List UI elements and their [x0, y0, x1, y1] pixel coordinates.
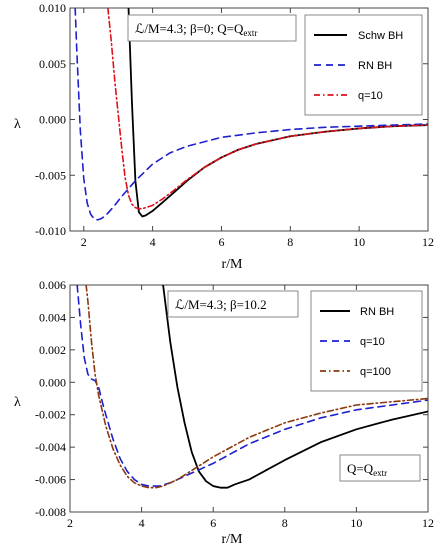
svg-text:ℒ/M=4.3; β=0; Q=Qextr: ℒ/M=4.3; β=0; Q=Qextr	[135, 21, 257, 38]
svg-text:Q=Qextr: Q=Qextr	[347, 461, 387, 478]
top-series-line-2	[74, 8, 428, 221]
top-y-tick-label: 0.000	[39, 113, 66, 127]
bottom-x-tick-label: 2	[67, 516, 73, 530]
top-y-tick-label: 0.010	[39, 1, 66, 15]
bottom-x-tick-label: 6	[210, 516, 216, 530]
legend-label-q10-bottom: q=10	[360, 336, 385, 348]
bottom-y-tick-label: 0.006	[39, 278, 66, 292]
top-y-axis-label: λ	[14, 117, 21, 132]
bottom-y-tick-label: 0.000	[39, 375, 66, 389]
top-series-line-1	[127, 8, 428, 218]
top-annotation: ℒ/M=4.3; β=0; Q=Qextr	[127, 14, 297, 42]
top-y-tick-label: 0.005	[39, 57, 66, 71]
legend-label-q100-bottom: q=100	[360, 366, 391, 378]
bottom-x-tick-label: 4	[139, 516, 145, 530]
top-legend: Schw BH RN BH q=10	[304, 14, 423, 116]
bottom-y-tick-label: 0.002	[39, 343, 66, 357]
top-y-tick-label: -0.005	[35, 168, 66, 182]
bottom-plot-frame	[69, 284, 429, 513]
bottom-y-tick-label: -0.008	[35, 505, 66, 519]
legend-label-rn-bottom: RN BH	[360, 306, 394, 318]
top-x-tick-label: 4	[150, 235, 156, 249]
bottom-series-line-3	[85, 285, 428, 489]
legend-label-rn: RN BH	[358, 60, 392, 72]
bottom-x-axis-label: r/M	[222, 532, 244, 547]
bottom-series-line-1	[162, 285, 428, 489]
legend-label-q10: q=10	[358, 90, 383, 102]
top-series-line-3	[107, 8, 428, 210]
bottom-series-line-2	[76, 285, 428, 487]
bottom-x-tick-label: 10	[350, 516, 362, 530]
top-y-tick-label: -0.010	[35, 224, 66, 238]
bottom-x-tick-label: 12	[422, 516, 434, 530]
bottom-panel: 2 4 6 8 10 12 0.006 0.004 0.002 0.000 -0.002 -0.004…	[14, 278, 434, 547]
top-x-tick-label: 8	[287, 235, 293, 249]
top-x-tick-label: 2	[81, 235, 87, 249]
legend-label-schw: Schw BH	[358, 30, 403, 42]
top-x-tick-label: 10	[353, 235, 365, 249]
bottom-x-tick-label: 8	[282, 516, 288, 530]
bottom-y-tick-label: -0.002	[35, 408, 66, 422]
svg-text:ℒ/M=4.3; β=10.2: ℒ/M=4.3; β=10.2	[175, 297, 267, 312]
bottom-y-axis-label: λ	[14, 395, 21, 410]
bottom-y-tick-label: -0.006	[35, 473, 66, 487]
top-panel: 2 4 6 8 10 12 0.010 0.005 0.000 -0.005 -0.010 λ r/…	[14, 1, 434, 272]
bottom-y-tick-label: -0.004	[35, 440, 66, 454]
bottom-annotation: ℒ/M=4.3; β=10.2	[167, 290, 299, 318]
bottom-y-tick-label: 0.004	[39, 310, 66, 324]
top-x-tick-label: 6	[218, 235, 224, 249]
bottom-legend: RN BH q=10 q=100	[310, 290, 423, 392]
bottom-annotation-charge: Q=Qextr	[339, 454, 421, 482]
top-x-axis-label: r/M	[222, 257, 244, 272]
top-x-tick-label: 12	[422, 235, 434, 249]
